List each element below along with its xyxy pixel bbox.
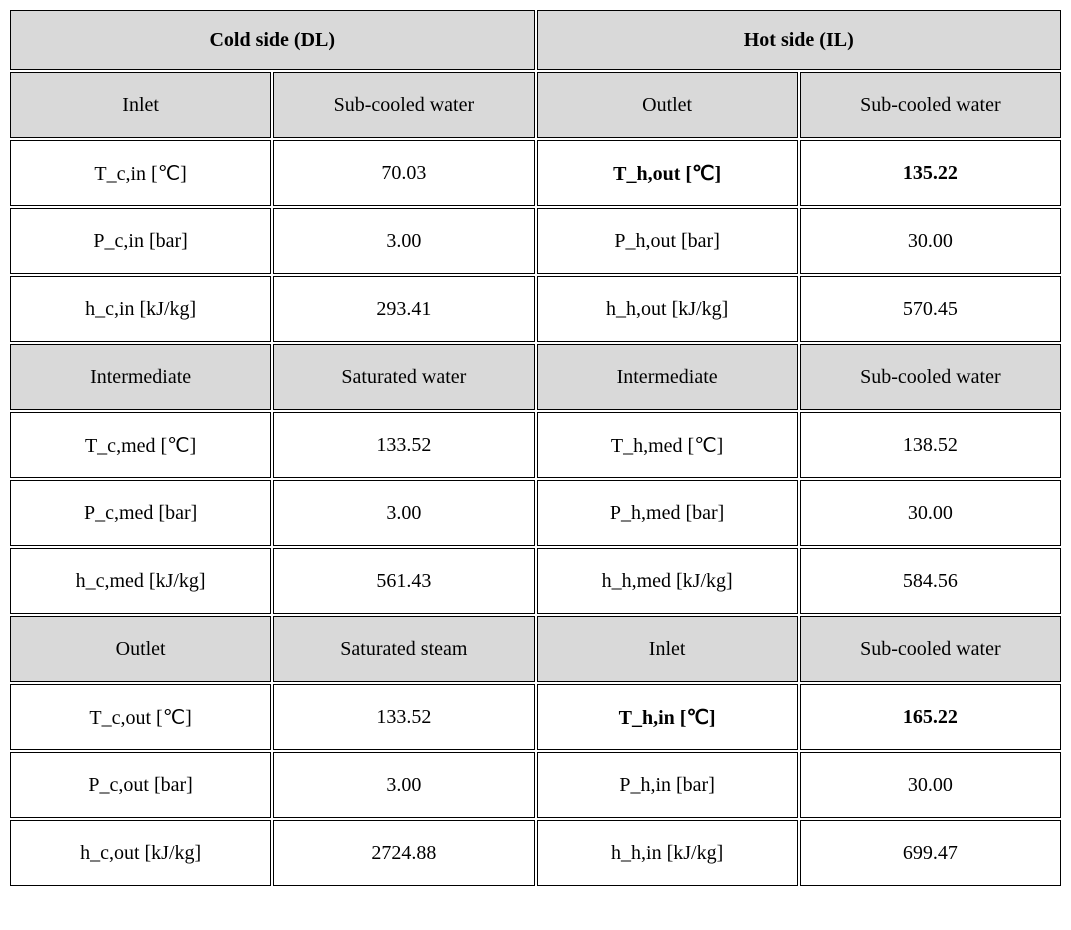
cold-label: P_c,in [bar] (10, 208, 271, 274)
hot-label: T_h,out [℃] (537, 140, 798, 206)
hot-value: 30.00 (800, 752, 1061, 818)
hot-value: 138.52 (800, 412, 1061, 478)
cold-value: 3.00 (273, 752, 534, 818)
hot-label: T_h,med [℃] (537, 412, 798, 478)
hot-value: 30.00 (800, 480, 1061, 546)
cold-label: h_c,med [kJ/kg] (10, 548, 271, 614)
cold-value: 293.41 (273, 276, 534, 342)
hot-state-label: Outlet (537, 72, 798, 138)
section-subheader-row: Outlet Saturated steam Inlet Sub-cooled … (10, 616, 1061, 682)
cold-state-value: Saturated water (273, 344, 534, 410)
table-row: h_c,med [kJ/kg] 561.43 h_h,med [kJ/kg] 5… (10, 548, 1061, 614)
table-row: P_c,med [bar] 3.00 P_h,med [bar] 30.00 (10, 480, 1061, 546)
section-subheader-row: Intermediate Saturated water Intermediat… (10, 344, 1061, 410)
hot-state-value: Sub-cooled water (800, 616, 1061, 682)
cold-value: 2724.88 (273, 820, 534, 886)
cold-value: 133.52 (273, 684, 534, 750)
cold-label: h_c,in [kJ/kg] (10, 276, 271, 342)
hot-value: 135.22 (800, 140, 1061, 206)
table-row: h_c,in [kJ/kg] 293.41 h_h,out [kJ/kg] 57… (10, 276, 1061, 342)
cold-state-label: Intermediate (10, 344, 271, 410)
table-row: T_c,med [℃] 133.52 T_h,med [℃] 138.52 (10, 412, 1061, 478)
cold-state-value: Sub-cooled water (273, 72, 534, 138)
cold-value: 561.43 (273, 548, 534, 614)
table-row: T_c,out [℃] 133.52 T_h,in [℃] 165.22 (10, 684, 1061, 750)
cold-label: P_c,out [bar] (10, 752, 271, 818)
table-row: T_c,in [℃] 70.03 T_h,out [℃] 135.22 (10, 140, 1061, 206)
cold-state-label: Inlet (10, 72, 271, 138)
hot-label: h_h,out [kJ/kg] (537, 276, 798, 342)
table-row: P_c,in [bar] 3.00 P_h,out [bar] 30.00 (10, 208, 1061, 274)
hot-value: 165.22 (800, 684, 1061, 750)
hot-value: 584.56 (800, 548, 1061, 614)
hot-side-header: Hot side (IL) (537, 10, 1062, 70)
hot-state-label: Intermediate (537, 344, 798, 410)
hot-value: 30.00 (800, 208, 1061, 274)
cold-label: P_c,med [bar] (10, 480, 271, 546)
hot-state-label: Inlet (537, 616, 798, 682)
table-header-row: Cold side (DL) Hot side (IL) (10, 10, 1061, 70)
cold-value: 3.00 (273, 208, 534, 274)
hot-label: T_h,in [℃] (537, 684, 798, 750)
hot-value: 570.45 (800, 276, 1061, 342)
hot-value: 699.47 (800, 820, 1061, 886)
hot-label: h_h,in [kJ/kg] (537, 820, 798, 886)
cold-value: 133.52 (273, 412, 534, 478)
hot-label: P_h,med [bar] (537, 480, 798, 546)
table-row: h_c,out [kJ/kg] 2724.88 h_h,in [kJ/kg] 6… (10, 820, 1061, 886)
section-subheader-row: Inlet Sub-cooled water Outlet Sub-cooled… (10, 72, 1061, 138)
cold-value: 3.00 (273, 480, 534, 546)
cold-label: T_c,in [℃] (10, 140, 271, 206)
hot-label: h_h,med [kJ/kg] (537, 548, 798, 614)
cold-label: T_c,med [℃] (10, 412, 271, 478)
cold-label: h_c,out [kJ/kg] (10, 820, 271, 886)
cold-state-value: Saturated steam (273, 616, 534, 682)
thermo-table: Cold side (DL) Hot side (IL) Inlet Sub-c… (8, 8, 1063, 888)
cold-label: T_c,out [℃] (10, 684, 271, 750)
table-row: P_c,out [bar] 3.00 P_h,in [bar] 30.00 (10, 752, 1061, 818)
hot-state-value: Sub-cooled water (800, 72, 1061, 138)
cold-state-label: Outlet (10, 616, 271, 682)
cold-value: 70.03 (273, 140, 534, 206)
hot-label: P_h,out [bar] (537, 208, 798, 274)
hot-label: P_h,in [bar] (537, 752, 798, 818)
hot-state-value: Sub-cooled water (800, 344, 1061, 410)
cold-side-header: Cold side (DL) (10, 10, 535, 70)
